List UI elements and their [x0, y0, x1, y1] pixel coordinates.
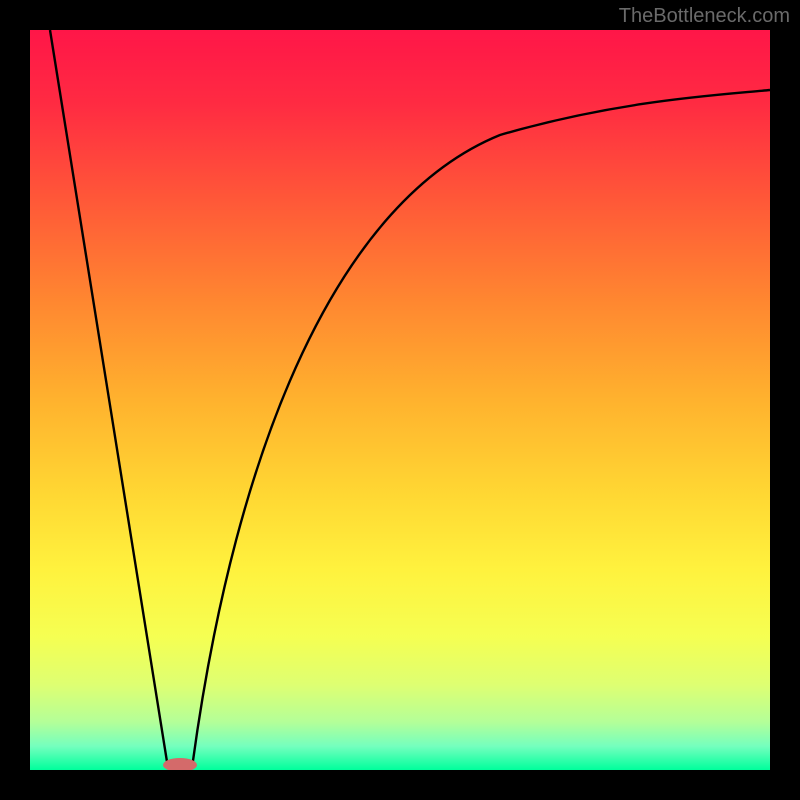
watermark-text: TheBottleneck.com: [619, 5, 790, 27]
plot-background: [30, 30, 770, 770]
optimal-marker: [163, 758, 197, 772]
bottleneck-chart: TheBottleneck.com: [0, 0, 800, 800]
chart-container: TheBottleneck.com: [0, 0, 800, 800]
